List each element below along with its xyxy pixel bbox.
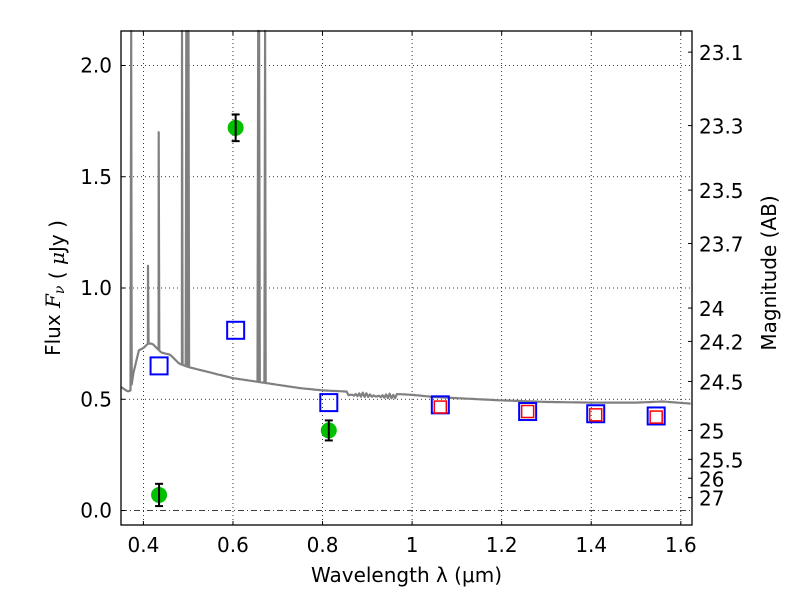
spectrum-line <box>120 29 691 405</box>
model-flux-square <box>319 393 339 413</box>
y-tick-label: 1.5 <box>80 165 112 189</box>
photometry-points <box>149 113 666 508</box>
right-tick-label: 23.7 <box>699 233 744 257</box>
y-tick-label: 0.5 <box>80 387 112 411</box>
x-tick-label: 0.4 <box>127 533 159 557</box>
right-tick-label: 23.3 <box>699 115 744 139</box>
right-tick-label: 25 <box>699 419 724 443</box>
x-axis-label: Wavelength λ (μm) <box>311 563 502 587</box>
model-flux-square <box>226 320 246 340</box>
y-tick-label: 1.0 <box>80 276 112 300</box>
grid-lines <box>121 31 692 525</box>
y-axis-label-part: Jy ) <box>45 220 69 254</box>
right-tick-label: 24.5 <box>699 370 744 394</box>
y-axis-label-part: μ <box>45 252 69 265</box>
y-tick-label: 0.0 <box>80 499 112 523</box>
right-tick-label: 25.5 <box>699 448 744 472</box>
right-tick-label: 24.2 <box>699 330 744 354</box>
y-tick-label: 2.0 <box>80 53 112 77</box>
x-tick-label: 1.6 <box>665 533 697 557</box>
right-tick-label: 24 <box>699 297 724 321</box>
y-axis-label-part: F <box>41 293 65 309</box>
y-axis-label-part: ν <box>52 285 68 294</box>
right-tick-label: 23.5 <box>699 179 744 203</box>
plot-frame <box>120 30 693 526</box>
model-flux-square <box>518 402 538 422</box>
y-axis-label-part: ( <box>45 265 69 286</box>
limit-flux-square <box>649 410 663 424</box>
model-flux-square <box>586 404 606 424</box>
axis-ticks: 0.4 0.6 0.8 1 1.2 1.4 1.6 0.0 0.5 1.0 1.5 2.0 23.1 23… <box>80 31 744 557</box>
x-tick-label: 0.8 <box>307 533 339 557</box>
right-axis-label: Magnitude (AB) <box>757 195 781 350</box>
right-tick-label: 27 <box>699 487 724 511</box>
y-axis-label: Flux Fν ( μJy ) <box>41 220 69 356</box>
model-flux-square <box>149 356 169 376</box>
x-tick-label: 1.2 <box>486 533 518 557</box>
x-tick-label: 0.6 <box>217 533 249 557</box>
right-tick-label: 23.1 <box>699 41 744 65</box>
right-tick-label: 26 <box>699 467 724 491</box>
x-tick-label: 1.4 <box>575 533 607 557</box>
limit-flux-square <box>520 404 535 419</box>
x-tick-label: 1 <box>406 533 419 557</box>
model-spectrum <box>120 29 691 405</box>
model-flux-square <box>646 406 666 426</box>
y-axis-label-part: Flux <box>41 308 65 356</box>
limit-flux-square <box>433 400 448 414</box>
limit-flux-square <box>588 408 603 422</box>
